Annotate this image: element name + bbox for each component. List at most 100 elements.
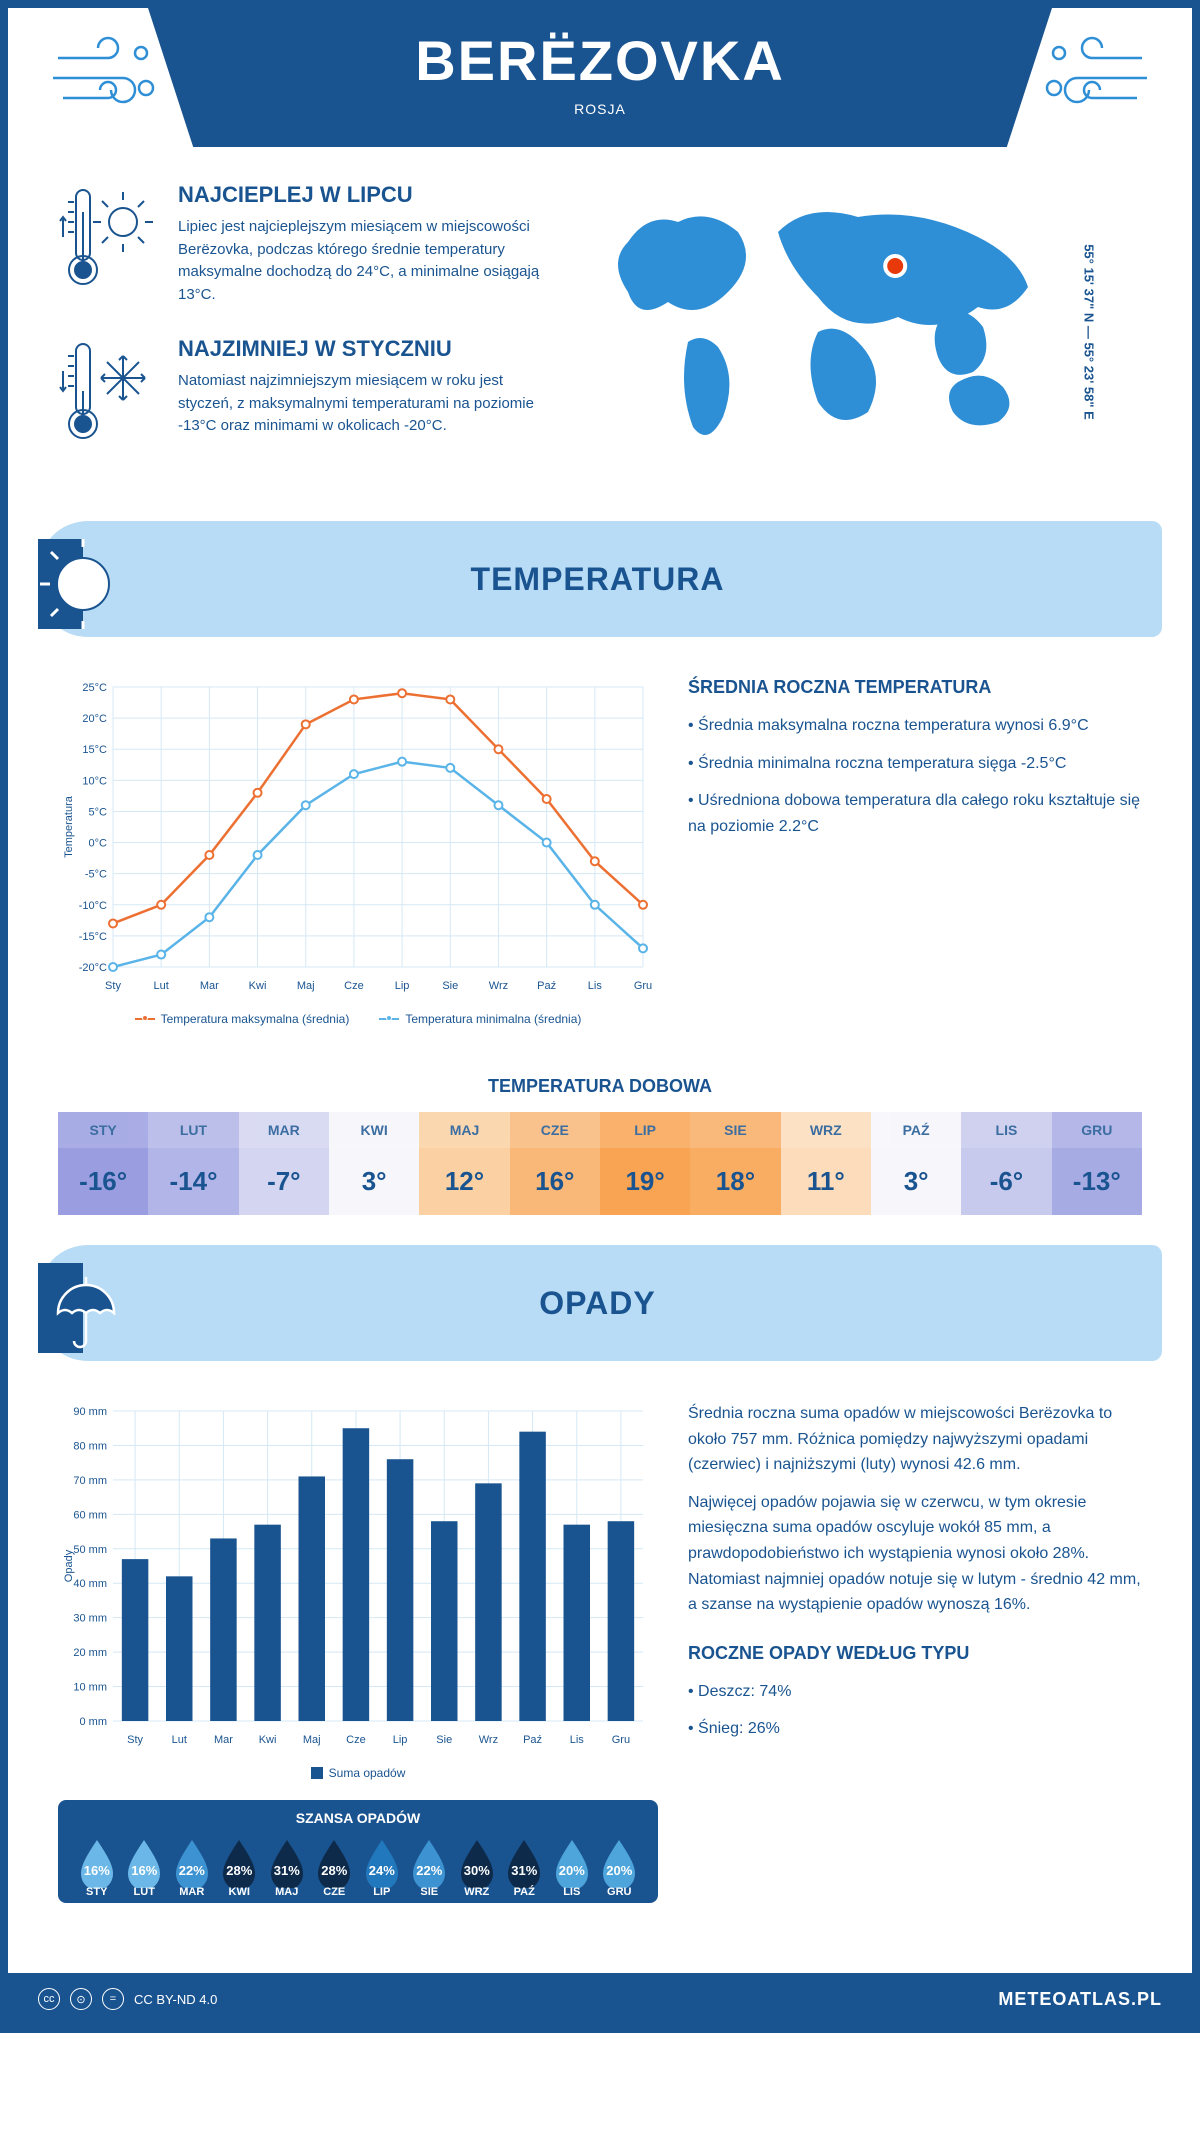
- temperature-header: TEMPERATURA: [38, 521, 1162, 637]
- precip-type-item: • Deszcz: 74%: [688, 1679, 1142, 1705]
- daily-temp-block: TEMPERATURA DOBOWA STY -16° LUT -14° MAR…: [58, 1076, 1142, 1215]
- svg-text:Lip: Lip: [393, 1734, 408, 1746]
- svg-text:Maj: Maj: [303, 1734, 321, 1746]
- world-map: [588, 182, 1142, 467]
- svg-text:20°C: 20°C: [82, 713, 107, 725]
- daily-temp-table: STY -16° LUT -14° MAR -7° KWI 3° MAJ 12°…: [58, 1112, 1142, 1215]
- daily-cell: GRU -13°: [1052, 1112, 1142, 1215]
- precip-legend: Suma opadów: [58, 1766, 658, 1780]
- city-title: BERËZOVKA: [148, 28, 1052, 93]
- coldest-desc: Natomiast najzimniejszym miesiącem w rok…: [178, 370, 558, 438]
- summary-section: NAJCIEPLEJ W LIPCU Lipiec jest najcieple…: [8, 147, 1192, 501]
- rain-chance-title: SZANSA OPADÓW: [73, 1810, 643, 1826]
- svg-text:90 mm: 90 mm: [73, 1406, 107, 1418]
- svg-text:80 mm: 80 mm: [73, 1440, 107, 1452]
- svg-text:5°C: 5°C: [89, 806, 108, 818]
- temp-chart-section: -20°C-15°C-10°C-5°C0°C5°C10°C15°C20°C25°…: [8, 657, 1192, 1046]
- daily-cell: MAR -7°: [239, 1112, 329, 1215]
- svg-text:70 mm: 70 mm: [73, 1475, 107, 1487]
- svg-text:Kwi: Kwi: [259, 1734, 277, 1746]
- rain-drop: 24% LIP: [358, 1836, 406, 1898]
- svg-text:Lis: Lis: [570, 1734, 585, 1746]
- svg-text:Kwi: Kwi: [249, 980, 267, 992]
- infographic-page: BERËZOVKA ROSJA: [0, 0, 1200, 2033]
- svg-text:Sty: Sty: [127, 1734, 143, 1746]
- site-name: METEOATLAS.PL: [998, 1989, 1162, 2010]
- svg-text:-10°C: -10°C: [79, 900, 107, 912]
- svg-text:0°C: 0°C: [89, 838, 108, 850]
- daily-cell: KWI 3°: [329, 1112, 419, 1215]
- temp-stats: ŚREDNIA ROCZNA TEMPERATURA • Średnia mak…: [688, 677, 1142, 1026]
- country-label: ROSJA: [148, 101, 1052, 117]
- rain-drop: 28% CZE: [311, 1836, 359, 1898]
- map-column: 55° 15' 37" N — 55° 23' 58" E: [588, 182, 1142, 481]
- rain-drop: 28% KWI: [216, 1836, 264, 1898]
- svg-text:Cze: Cze: [346, 1734, 366, 1746]
- svg-text:Paź: Paź: [537, 980, 556, 992]
- page-header: BERËZOVKA ROSJA: [148, 8, 1052, 147]
- daily-temp-title: TEMPERATURA DOBOWA: [58, 1076, 1142, 1097]
- wind-icon: [48, 33, 158, 128]
- coordinates: 55° 15' 37" N — 55° 23' 58" E: [1082, 244, 1097, 420]
- temp-legend: Temperatura maksymalna (średnia) Tempera…: [58, 1012, 658, 1026]
- precip-text: Średnia roczna suma opadów w miejscowośc…: [688, 1401, 1142, 1923]
- svg-text:Sie: Sie: [442, 980, 458, 992]
- svg-text:0 mm: 0 mm: [80, 1716, 108, 1728]
- svg-text:Sty: Sty: [105, 980, 121, 992]
- daily-cell: CZE 16°: [510, 1112, 600, 1215]
- cc-icon: cc: [38, 1988, 60, 2010]
- by-icon: ⊙: [70, 1988, 92, 2010]
- svg-text:-15°C: -15°C: [79, 931, 107, 943]
- svg-text:Lut: Lut: [172, 1734, 187, 1746]
- svg-text:Cze: Cze: [344, 980, 364, 992]
- license-text: CC BY-ND 4.0: [134, 1992, 217, 2007]
- warmest-title: NAJCIEPLEJ W LIPCU: [178, 182, 558, 208]
- svg-text:Paź: Paź: [523, 1734, 542, 1746]
- precip-chart-section: 0 mm10 mm20 mm30 mm40 mm50 mm60 mm70 mm8…: [8, 1381, 1192, 1943]
- precip-section-title: OPADY: [143, 1285, 1052, 1322]
- daily-cell: LIS -6°: [961, 1112, 1051, 1215]
- precip-paragraph: Najwięcej opadów pojawia się w czerwcu, …: [688, 1490, 1142, 1618]
- temp-stat-item: • Uśredniona dobowa temperatura dla całe…: [688, 788, 1142, 839]
- coldest-title: NAJZIMNIEJ W STYCZNIU: [178, 336, 558, 362]
- svg-text:10°C: 10°C: [82, 775, 107, 787]
- rain-drop: 20% GRU: [596, 1836, 644, 1898]
- temp-line-chart: -20°C-15°C-10°C-5°C0°C5°C10°C15°C20°C25°…: [58, 677, 658, 1026]
- temp-stat-item: • Średnia maksymalna roczna temperatura …: [688, 713, 1142, 739]
- svg-text:Sie: Sie: [436, 1734, 452, 1746]
- svg-text:Opady: Opady: [63, 1549, 75, 1582]
- precip-bar-chart: 0 mm10 mm20 mm30 mm40 mm50 mm60 mm70 mm8…: [58, 1401, 658, 1923]
- precip-header: OPADY: [38, 1245, 1162, 1361]
- svg-text:Lut: Lut: [154, 980, 169, 992]
- svg-text:-20°C: -20°C: [79, 962, 107, 974]
- svg-text:Lip: Lip: [395, 980, 410, 992]
- rain-drop: 31% MAJ: [263, 1836, 311, 1898]
- rain-drop: 31% PAŹ: [501, 1836, 549, 1898]
- rain-drop: 16% STY: [73, 1836, 121, 1898]
- rain-drop: 30% WRZ: [453, 1836, 501, 1898]
- precip-type-title: ROCZNE OPADY WEDŁUG TYPU: [688, 1643, 1142, 1664]
- svg-text:Temperatura: Temperatura: [63, 795, 75, 858]
- rain-drop: 22% MAR: [168, 1836, 216, 1898]
- svg-text:Wrz: Wrz: [479, 1734, 498, 1746]
- coldest-block: NAJZIMNIEJ W STYCZNIU Natomiast najzimni…: [58, 336, 558, 451]
- svg-text:50 mm: 50 mm: [73, 1544, 107, 1556]
- thermometer-sun-icon: [58, 182, 158, 306]
- sun-icon: [38, 539, 118, 619]
- page-footer: cc ⊙ = CC BY-ND 4.0 METEOATLAS.PL: [8, 1973, 1192, 2025]
- svg-text:20 mm: 20 mm: [73, 1647, 107, 1659]
- svg-text:Mar: Mar: [214, 1734, 233, 1746]
- umbrella-icon: [38, 1263, 118, 1343]
- svg-text:Wrz: Wrz: [489, 980, 508, 992]
- temp-section-title: TEMPERATURA: [143, 561, 1052, 598]
- rain-drop: 20% LIS: [548, 1836, 596, 1898]
- precip-paragraph: Średnia roczna suma opadów w miejscowośc…: [688, 1401, 1142, 1478]
- summary-left: NAJCIEPLEJ W LIPCU Lipiec jest najcieple…: [58, 182, 558, 481]
- daily-cell: PAŹ 3°: [871, 1112, 961, 1215]
- daily-cell: LUT -14°: [148, 1112, 238, 1215]
- warmest-text: NAJCIEPLEJ W LIPCU Lipiec jest najcieple…: [178, 182, 558, 306]
- thermometer-snow-icon: [58, 336, 158, 451]
- svg-text:Gru: Gru: [612, 1734, 630, 1746]
- svg-text:40 mm: 40 mm: [73, 1578, 107, 1590]
- coldest-text: NAJZIMNIEJ W STYCZNIU Natomiast najzimni…: [178, 336, 558, 451]
